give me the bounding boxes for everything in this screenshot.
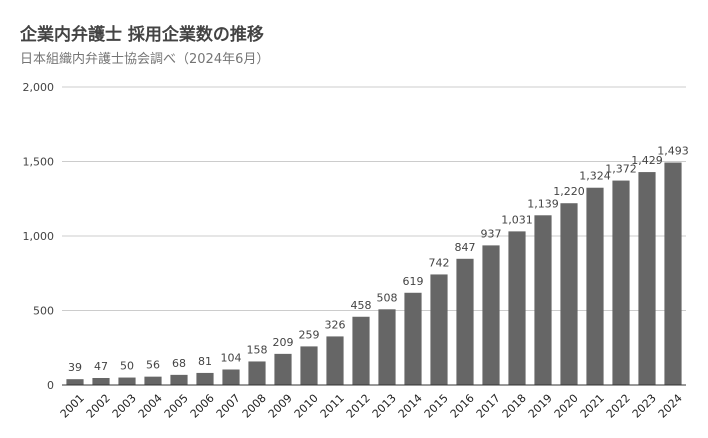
x-tick-label: 2015: [422, 392, 451, 421]
bar: [144, 376, 162, 385]
data-label: 47: [94, 360, 108, 373]
x-tick-label: 2014: [396, 392, 425, 421]
x-tick-label: 2013: [370, 392, 399, 421]
data-label: 56: [146, 359, 160, 372]
x-tick-label: 2016: [448, 392, 477, 421]
data-label: 259: [299, 328, 320, 341]
data-label: 458: [351, 299, 372, 312]
data-label: 68: [172, 357, 186, 370]
x-tick-label: 2001: [58, 392, 87, 421]
data-label: 158: [247, 343, 268, 356]
x-tick-label: 2023: [630, 392, 659, 421]
data-label: 847: [455, 241, 476, 254]
x-tick-label: 2002: [84, 392, 113, 421]
x-tick-label: 2024: [656, 392, 685, 421]
data-label: 508: [377, 291, 398, 304]
y-tick-label: 1,000: [23, 230, 55, 243]
x-tick-label: 2004: [136, 392, 165, 421]
data-label: 742: [429, 256, 450, 269]
data-label: 1,493: [657, 145, 689, 158]
data-label: 1,139: [527, 197, 559, 210]
data-label: 209: [273, 336, 294, 349]
y-tick-label: 1,500: [23, 156, 55, 169]
bar: [222, 369, 240, 385]
x-tick-label: 2006: [188, 392, 217, 421]
bar: [560, 203, 578, 385]
x-tick-label: 2022: [604, 392, 633, 421]
y-tick-label: 2,000: [23, 81, 55, 94]
y-axis-ticks: 0 500 1,000 1,500 2,000: [23, 81, 55, 392]
x-tick-label: 2009: [266, 392, 295, 421]
x-tick-label: 2018: [500, 392, 529, 421]
bar: [118, 377, 136, 385]
bar: [638, 172, 656, 385]
chart-title: 企業内弁護士 採用企業数の推移: [20, 25, 264, 45]
data-labels: 39 47 50 56 68 81 104 158 209 259 326 458 508 619 742 8…: [68, 145, 689, 375]
gridlines: [62, 86, 686, 311]
data-label: 1,324: [579, 170, 611, 183]
x-tick-label: 2007: [214, 392, 243, 421]
x-tick-label: 2019: [526, 392, 555, 421]
data-label: 937: [481, 227, 502, 240]
data-label: 1,220: [553, 185, 585, 198]
x-tick-label: 2020: [552, 392, 581, 421]
data-label: 1,372: [605, 163, 637, 176]
x-tick-label: 2021: [578, 392, 607, 421]
bar: [326, 336, 344, 385]
data-label: 39: [68, 361, 82, 374]
x-tick-label: 2017: [474, 392, 503, 421]
bar: [404, 292, 422, 385]
x-tick-label: 2010: [292, 392, 321, 421]
data-label: 81: [198, 355, 212, 368]
bar: [248, 361, 266, 385]
bar: [612, 180, 630, 385]
bar: [664, 162, 682, 385]
x-tick-label: 2003: [110, 392, 139, 421]
bars: [66, 162, 682, 385]
data-label: 326: [325, 318, 346, 331]
bar: [300, 346, 318, 385]
bar: [274, 353, 292, 385]
bar: [378, 309, 396, 385]
bar: [456, 258, 474, 385]
bar: [352, 316, 370, 385]
bar: [586, 187, 604, 385]
bar: [508, 231, 526, 385]
x-axis-ticks: 2001200220032004200520062007200820092010…: [58, 392, 685, 421]
bar: [196, 372, 214, 385]
bar: [482, 245, 500, 385]
x-tick-label: 2005: [162, 392, 191, 421]
y-tick-label: 500: [33, 305, 54, 318]
y-tick-label: 0: [47, 379, 54, 392]
bar: [534, 215, 552, 385]
x-tick-label: 2011: [318, 392, 347, 421]
bar: [66, 379, 84, 385]
data-label: 104: [221, 352, 242, 365]
bar: [170, 374, 188, 385]
data-label: 619: [403, 275, 424, 288]
x-tick-label: 2012: [344, 392, 373, 421]
data-label: 50: [120, 360, 134, 373]
data-label: 1,429: [631, 154, 663, 167]
bar: [430, 274, 448, 385]
data-label: 1,031: [501, 213, 533, 226]
chart-subtitle: 日本組織内弁護士協会調べ（2024年6月）: [20, 52, 270, 67]
bar: [92, 377, 110, 385]
x-tick-label: 2008: [240, 392, 269, 421]
